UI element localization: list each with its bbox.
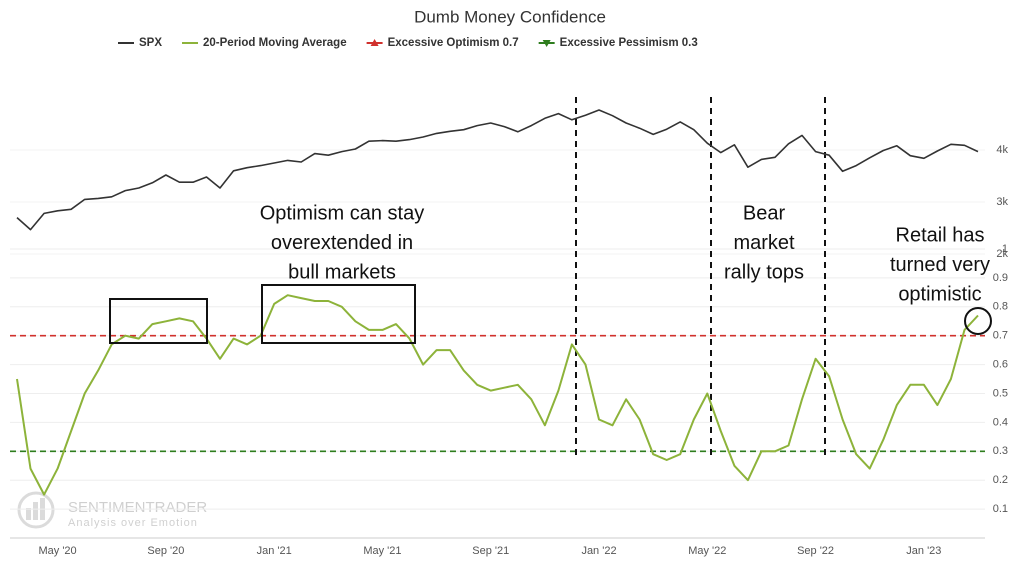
y-tick-label: 0.3: [993, 445, 1008, 457]
annotation: optimistic: [898, 283, 981, 305]
y2-tick-label: 2k: [996, 248, 1008, 260]
x-tick-label: Jan '22: [581, 545, 616, 557]
legend-item: Excessive Pessimism 0.3: [538, 37, 698, 49]
annotation: overextended in: [271, 232, 413, 254]
y2-tick-label: 4k: [996, 144, 1008, 156]
series-line: [16, 294, 979, 496]
legend-item: 20-Period Moving Average: [182, 37, 347, 49]
y-tick-label: 1: [1002, 243, 1008, 255]
y-tick-label: 0.2: [993, 474, 1008, 486]
y-tick-label: 0.7: [993, 330, 1008, 342]
highlight-box: [261, 284, 416, 344]
y-tick-label: 0.6: [993, 359, 1008, 371]
x-tick-label: Sep '20: [147, 545, 184, 557]
watermark-tagline: Analysis over Emotion: [68, 517, 198, 529]
annotation: turned very: [890, 254, 990, 276]
legend-item: SPX: [118, 37, 162, 49]
x-tick-label: Jan '21: [257, 545, 292, 557]
watermark-name: SENTIMENTRADER: [68, 499, 207, 516]
y-tick-label: 0.8: [993, 301, 1008, 313]
x-tick-label: May '21: [363, 545, 401, 557]
series-line: [16, 109, 979, 231]
watermark: SENTIMENTRADER Analysis over Emotion: [17, 491, 207, 529]
legend-item: Excessive Optimism 0.7: [366, 37, 519, 49]
annotation: market: [733, 232, 795, 254]
watermark-icon: [17, 491, 55, 529]
legend-label: Excessive Optimism 0.7: [388, 37, 519, 49]
y-tick-label: 0.9: [993, 272, 1008, 284]
x-tick-label: Sep '21: [472, 545, 509, 557]
watermark-icon: [33, 502, 38, 520]
highlight-circle: [964, 307, 992, 335]
legend-marker: [370, 39, 379, 46]
y-tick-label: 0.1: [993, 503, 1008, 515]
legend-marker: [542, 40, 551, 47]
y-tick-label: 0.5: [993, 387, 1008, 399]
x-tick-label: May '20: [39, 545, 77, 557]
annotation: bull markets: [288, 261, 396, 283]
annotation: Optimism can stay: [260, 202, 424, 224]
legend-label: 20-Period Moving Average: [203, 37, 347, 49]
legend-label: Excessive Pessimism 0.3: [560, 37, 698, 49]
highlight-box: [109, 298, 208, 344]
x-tick-label: Jan '23: [906, 545, 941, 557]
y2-tick-label: 3k: [996, 196, 1008, 208]
x-tick-label: May '22: [688, 545, 726, 557]
chart-title: Dumb Money Confidence: [414, 7, 606, 26]
y-tick-label: 0.4: [993, 416, 1008, 428]
x-tick-label: Sep '22: [797, 545, 834, 557]
annotation: rally tops: [724, 261, 804, 283]
annotation: Retail has: [896, 224, 985, 246]
annotation: Bear: [743, 202, 786, 224]
watermark-icon: [26, 508, 31, 520]
legend-label: SPX: [139, 37, 162, 49]
